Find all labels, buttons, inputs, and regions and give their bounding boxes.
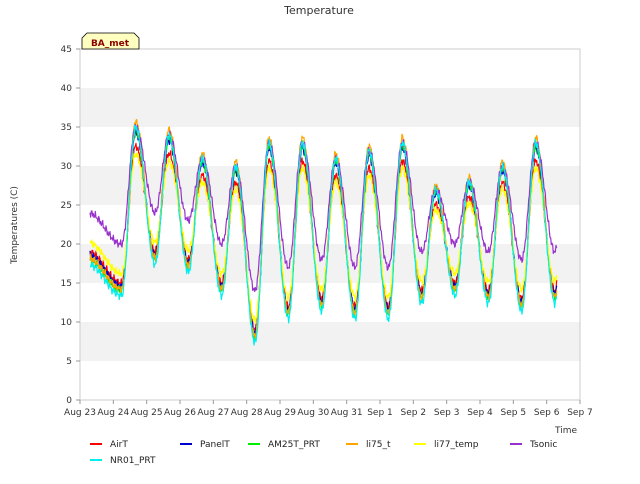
y-tick-label: 20 <box>61 240 73 250</box>
x-tick-label: Sep 7 <box>567 408 593 418</box>
grid-band <box>80 244 580 283</box>
legend-label: AirT <box>110 440 128 450</box>
y-tick-label: 5 <box>66 357 72 367</box>
y-tick-label: 10 <box>61 318 73 328</box>
legend-label: li77_temp <box>434 440 479 450</box>
x-tick-label: Sep 2 <box>401 408 427 418</box>
x-tick-label: Sep 5 <box>501 408 527 418</box>
y-tick-label: 0 <box>66 396 72 406</box>
x-tick-label: Aug 25 <box>131 408 163 418</box>
y-tick-label: 45 <box>61 45 72 55</box>
series-lines <box>89 118 558 346</box>
grid-bands <box>80 88 580 361</box>
y-tick-label: 25 <box>61 201 72 211</box>
x-axis-label: Time <box>554 426 577 436</box>
x-tick-label: Aug 24 <box>97 408 129 418</box>
x-tick-label: Aug 31 <box>331 408 363 418</box>
y-tick-label: 40 <box>61 84 73 94</box>
x-tick-label: Sep 1 <box>367 408 393 418</box>
x-axis: Aug 23 Aug 24 Aug 25 Aug 26 Aug 27 Aug 28 Aug … <box>64 400 593 418</box>
badge: BA_met <box>81 32 140 50</box>
badge-shape <box>81 32 140 50</box>
plot-frame <box>79 48 581 401</box>
x-tick-label: Aug 28 <box>231 408 263 418</box>
x-tick-label: Aug 30 <box>297 408 329 418</box>
y-tick-label: 30 <box>61 162 73 172</box>
badge-label: BA_met <box>91 39 130 49</box>
x-tick-label: Sep 4 <box>467 408 493 418</box>
grid-band <box>80 322 580 361</box>
legend-label: NR01_PRT <box>110 456 156 466</box>
legend-label: AM25T_PRT <box>268 440 320 450</box>
x-tick-label: Aug 26 <box>164 408 196 418</box>
legend: AirT PanelT AM25T_PRT li75_t li77_temp Tsonic… <box>90 440 557 466</box>
x-tick-label: Aug 27 <box>197 408 229 418</box>
x-tick-label: Sep 3 <box>434 408 460 418</box>
y-axis-label: Temperatures (C) <box>10 186 20 265</box>
grid-band <box>80 88 580 127</box>
y-tick-label: 15 <box>61 279 72 289</box>
x-tick-label: Sep 6 <box>534 408 560 418</box>
legend-label: Tsonic <box>529 440 557 450</box>
series-line-nr01-prt <box>89 124 558 346</box>
y-axis: 0 5 10 15 20 25 30 35 40 45 <box>61 45 80 406</box>
chart-title: Temperature <box>283 4 354 17</box>
legend-label: li75_t <box>366 440 391 450</box>
x-tick-label: Aug 23 <box>64 408 96 418</box>
x-tick-label: Aug 29 <box>264 408 296 418</box>
y-tick-label: 35 <box>61 123 72 133</box>
legend-label: PanelT <box>200 440 230 450</box>
